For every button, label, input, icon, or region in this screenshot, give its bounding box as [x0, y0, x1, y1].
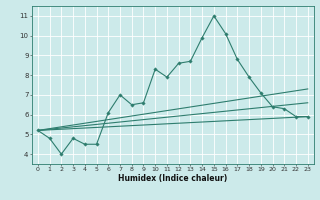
X-axis label: Humidex (Indice chaleur): Humidex (Indice chaleur) [118, 174, 228, 183]
